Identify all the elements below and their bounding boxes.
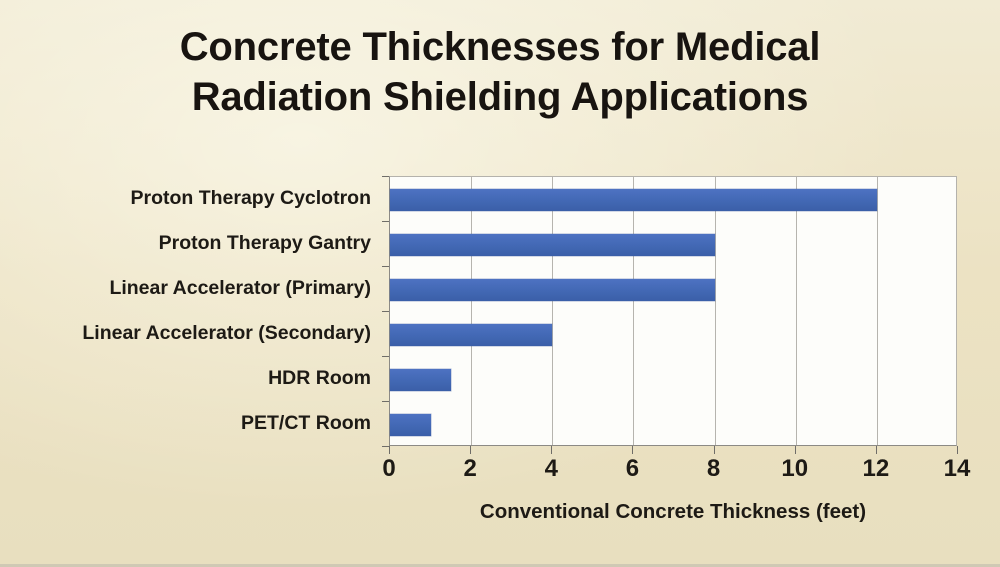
x-axis-tick-label: 10 xyxy=(781,455,809,482)
x-axis-tick xyxy=(389,446,390,454)
x-axis-tick-label: 4 xyxy=(544,455,558,482)
category-label: PET/CT Room xyxy=(241,412,371,434)
bar[interactable] xyxy=(390,188,877,211)
category-label: Linear Accelerator (Secondary) xyxy=(82,322,371,344)
bar-slot xyxy=(390,177,877,222)
bar[interactable] xyxy=(390,413,431,436)
x-axis-tick-label: 8 xyxy=(706,455,721,482)
bar-slot xyxy=(390,267,715,312)
bar-slot xyxy=(390,402,431,447)
category-axis-tick xyxy=(382,401,389,402)
x-axis-tick-label: 12 xyxy=(862,455,890,482)
x-axis-tick xyxy=(713,446,715,454)
bars-layer xyxy=(390,177,956,445)
category-axis-tick xyxy=(382,311,389,312)
bar[interactable] xyxy=(390,278,715,301)
x-axis-tick-label: 0 xyxy=(382,455,396,482)
x-axis-tick-label: 14 xyxy=(943,455,971,482)
plot-area xyxy=(389,176,957,446)
bar[interactable] xyxy=(390,323,553,346)
category-label: Linear Accelerator (Primary) xyxy=(109,277,371,299)
x-axis-tick xyxy=(794,446,796,454)
category-label: HDR Room xyxy=(268,367,371,389)
bar[interactable] xyxy=(390,233,715,256)
x-axis-tick xyxy=(632,446,634,454)
x-axis-tick xyxy=(957,446,958,454)
bar[interactable] xyxy=(390,368,451,391)
x-axis-tick xyxy=(551,446,553,454)
category-axis-labels: Proton Therapy Cyclotron Proton Therapy G… xyxy=(0,176,389,447)
x-axis-title: Conventional Concrete Thickness (feet) xyxy=(479,500,867,523)
x-axis-tick xyxy=(470,446,472,454)
x-axis-tick-label: 6 xyxy=(625,455,640,482)
category-axis-tick xyxy=(382,356,389,357)
bar-slot xyxy=(390,357,451,402)
x-axis-ticks xyxy=(389,446,958,454)
chart-title: Concrete Thicknesses for Medical Radiati… xyxy=(179,25,821,120)
category-axis-tick xyxy=(382,446,389,447)
slide-bottom-edge xyxy=(0,564,1000,567)
category-label: Proton Therapy Cyclotron xyxy=(130,187,371,209)
category-label: Proton Therapy Gantry xyxy=(158,232,371,254)
category-axis-tick xyxy=(382,176,389,177)
category-axis-tick xyxy=(382,221,389,222)
x-axis-tick-labels: 0 2 4 6 8 10 12 14 xyxy=(382,455,970,485)
x-axis-tick-label: 2 xyxy=(463,455,477,482)
bar-slot xyxy=(390,222,715,267)
category-axis-tick xyxy=(382,266,389,267)
bar-slot xyxy=(390,312,553,357)
x-axis-tick xyxy=(875,446,877,454)
